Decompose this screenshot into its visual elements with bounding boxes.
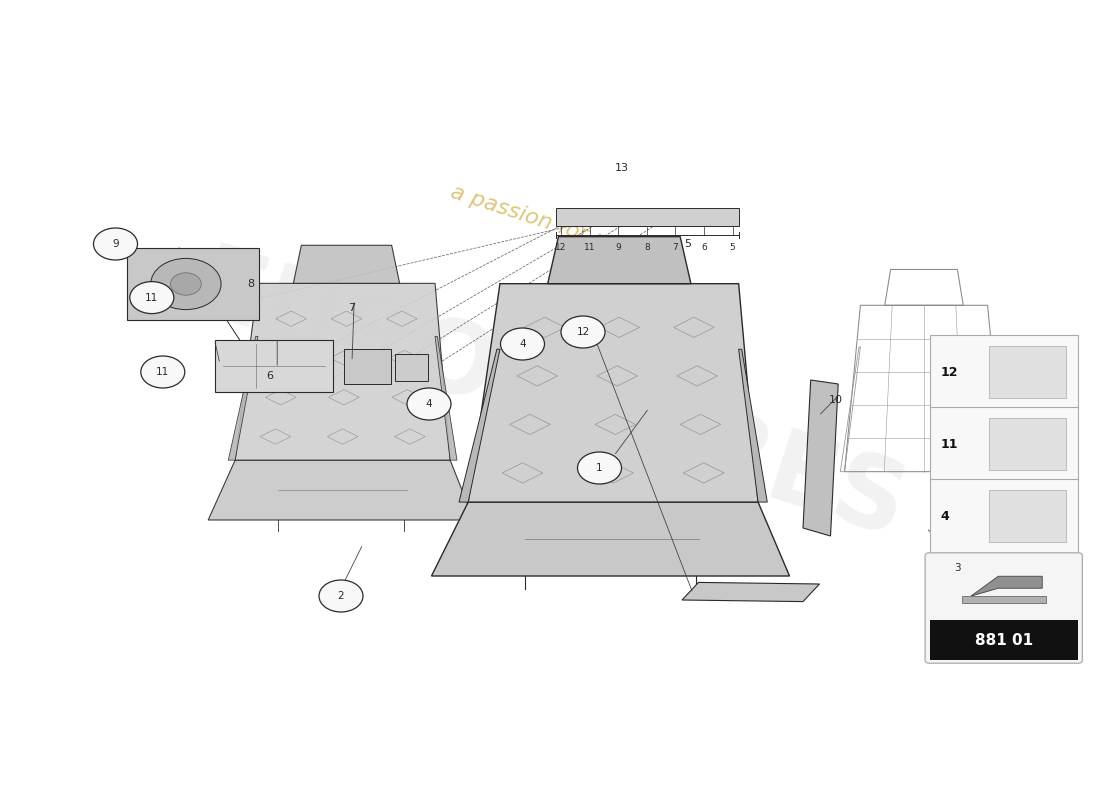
Text: 12: 12	[940, 366, 958, 378]
Circle shape	[141, 356, 185, 388]
Polygon shape	[469, 284, 758, 502]
Circle shape	[561, 316, 605, 348]
Circle shape	[319, 580, 363, 612]
Text: 11: 11	[584, 243, 595, 253]
Text: 6: 6	[266, 371, 273, 381]
Text: 9: 9	[112, 239, 119, 249]
Text: EUROSPARES: EUROSPARES	[183, 239, 917, 561]
Text: 11: 11	[940, 438, 958, 450]
FancyBboxPatch shape	[930, 335, 1078, 409]
Text: 4: 4	[426, 399, 432, 409]
Text: 3: 3	[954, 563, 960, 573]
FancyBboxPatch shape	[930, 407, 1078, 481]
Text: a passion for parts: a passion for parts	[448, 182, 652, 266]
Text: 7: 7	[349, 303, 355, 313]
FancyBboxPatch shape	[925, 553, 1082, 663]
FancyBboxPatch shape	[395, 354, 428, 381]
Text: 12: 12	[576, 327, 590, 337]
Text: 11: 11	[156, 367, 169, 377]
Circle shape	[151, 258, 221, 310]
Text: 4: 4	[940, 510, 949, 522]
FancyBboxPatch shape	[126, 248, 258, 320]
FancyBboxPatch shape	[989, 418, 1066, 470]
Text: 11: 11	[145, 293, 158, 302]
Text: 2: 2	[338, 591, 344, 601]
Text: 5: 5	[684, 239, 691, 249]
Circle shape	[170, 273, 201, 295]
FancyBboxPatch shape	[344, 349, 390, 384]
Polygon shape	[548, 237, 691, 284]
Text: 881 01: 881 01	[975, 633, 1033, 648]
Text: 12: 12	[556, 243, 566, 253]
Circle shape	[94, 228, 138, 260]
FancyBboxPatch shape	[214, 340, 333, 392]
FancyBboxPatch shape	[930, 479, 1078, 553]
Polygon shape	[229, 337, 257, 460]
Circle shape	[407, 388, 451, 420]
Circle shape	[578, 452, 621, 484]
Polygon shape	[436, 337, 456, 460]
Text: 8: 8	[644, 243, 650, 253]
Polygon shape	[294, 246, 399, 283]
Text: 10: 10	[829, 395, 843, 405]
Text: 8: 8	[248, 279, 254, 289]
Text: 5: 5	[729, 243, 736, 253]
Text: 9: 9	[615, 243, 622, 253]
Polygon shape	[739, 349, 768, 502]
Polygon shape	[459, 349, 500, 502]
Text: 13: 13	[615, 163, 628, 173]
Polygon shape	[682, 582, 820, 602]
Polygon shape	[970, 576, 1043, 596]
FancyBboxPatch shape	[556, 208, 739, 226]
Text: 1: 1	[596, 463, 603, 473]
Polygon shape	[431, 502, 790, 576]
FancyBboxPatch shape	[989, 346, 1066, 398]
Text: 6: 6	[701, 243, 707, 253]
Circle shape	[130, 282, 174, 314]
Circle shape	[500, 328, 544, 360]
FancyBboxPatch shape	[930, 621, 1078, 660]
Circle shape	[935, 552, 979, 584]
Text: 7: 7	[672, 243, 679, 253]
Polygon shape	[235, 283, 450, 460]
Polygon shape	[803, 380, 838, 536]
FancyBboxPatch shape	[989, 490, 1066, 542]
Polygon shape	[961, 596, 1045, 602]
Text: 4: 4	[519, 339, 526, 349]
Polygon shape	[208, 460, 474, 520]
